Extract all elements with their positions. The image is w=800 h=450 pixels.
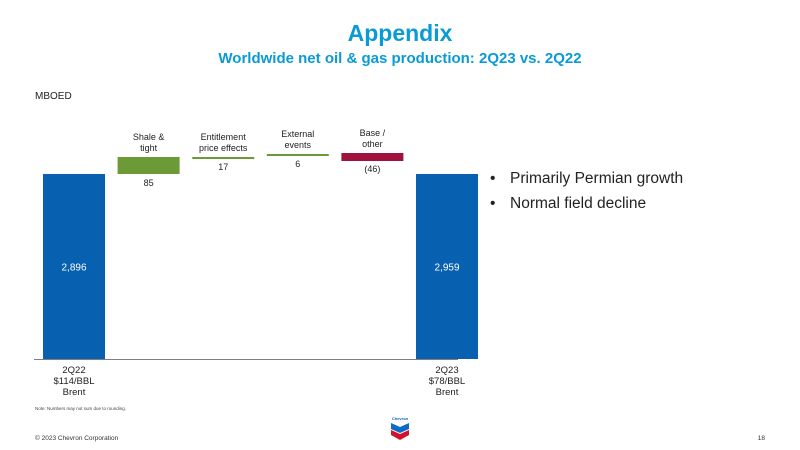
category-label: Shale & xyxy=(133,132,165,142)
data-label: (46) xyxy=(364,164,380,174)
category-label: Base / xyxy=(360,128,386,138)
tick-sublabel: Brent xyxy=(63,387,86,398)
data-label: 2,896 xyxy=(61,263,86,274)
copyright: © 2023 Chevron Corporation xyxy=(35,435,119,442)
category-label: External xyxy=(281,129,314,139)
page-title: Appendix xyxy=(347,20,453,46)
tick-label: 2Q23 xyxy=(435,365,458,376)
bar-total xyxy=(416,174,478,359)
category-label: events xyxy=(285,140,312,150)
tick-sublabel: $114/BBL xyxy=(53,376,94,387)
unit-label: MBOED xyxy=(35,91,72,102)
chevron-logo-icon: Chevron xyxy=(391,416,409,440)
tick-label: 2Q22 xyxy=(62,365,85,376)
bullet-list: Primarily Permian growth Normal field de… xyxy=(490,166,683,216)
bar-delta xyxy=(341,153,404,161)
bar-delta xyxy=(266,154,329,156)
data-label: 2,959 xyxy=(434,263,459,274)
bullet-item: Normal field decline xyxy=(490,191,683,216)
category-label: tight xyxy=(140,143,158,153)
data-label: 17 xyxy=(218,162,228,172)
category-label: price effects xyxy=(199,143,248,153)
bar-total xyxy=(43,174,105,359)
tick-sublabel: $78/BBL xyxy=(429,376,465,387)
logo-text: Chevron xyxy=(392,416,409,421)
bullet-item: Primarily Permian growth xyxy=(490,166,683,191)
tick-sublabel: Brent xyxy=(436,387,459,398)
page-number: 18 xyxy=(757,435,765,442)
data-label: 85 xyxy=(144,178,154,188)
category-label: Entitlement xyxy=(201,132,247,142)
footnote: Note: Numbers may not sum due to roundin… xyxy=(35,406,127,411)
bar-delta xyxy=(117,157,180,174)
page-subtitle: Worldwide net oil & gas production: 2Q23… xyxy=(218,50,582,67)
bar-delta xyxy=(192,157,255,159)
category-label: other xyxy=(362,139,383,149)
data-label: 6 xyxy=(295,159,300,169)
